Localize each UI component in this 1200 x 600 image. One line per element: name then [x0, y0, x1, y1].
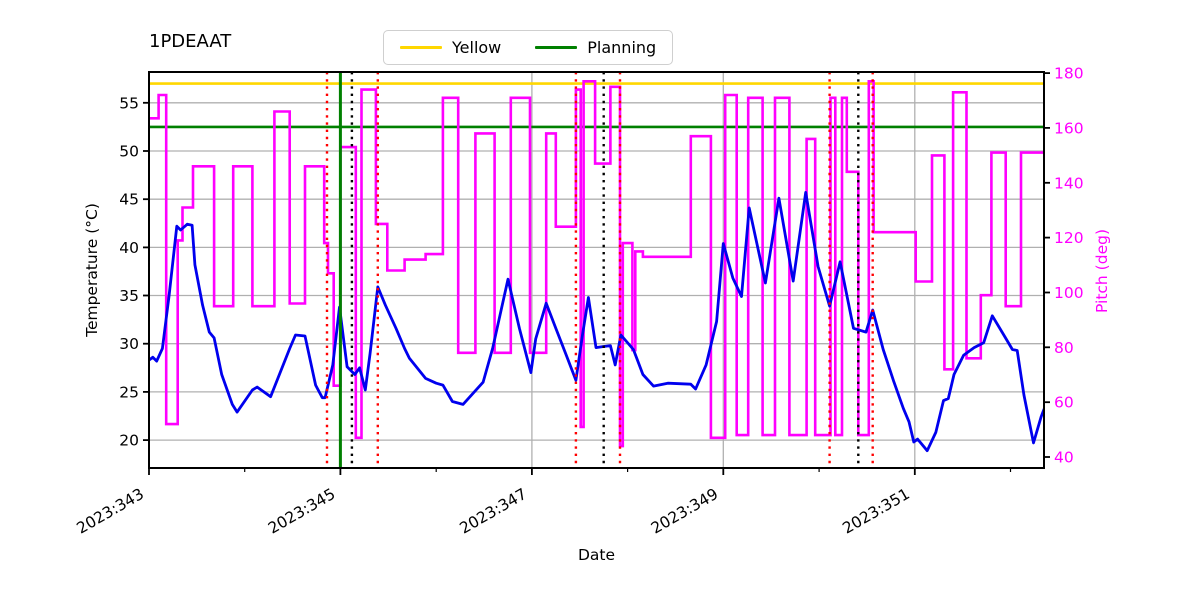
svg-text:30: 30: [119, 335, 139, 353]
legend-label-yellow: Yellow: [452, 38, 502, 57]
svg-text:40: 40: [1054, 449, 1074, 467]
svg-text:160: 160: [1054, 119, 1084, 137]
chart-title: 1PDEAAT: [149, 31, 232, 52]
legend: Yellow Planning: [383, 30, 674, 65]
svg-text:50: 50: [119, 143, 139, 161]
svg-text:2023:351: 2023:351: [839, 485, 912, 538]
svg-text:2023:347: 2023:347: [457, 485, 530, 538]
svg-text:120: 120: [1054, 229, 1084, 247]
spines: [148, 71, 1045, 469]
y-axis-left: 20 25 30 35 40 45 50 55 Temperature (°C): [83, 94, 149, 450]
svg-text:2023:349: 2023:349: [648, 485, 721, 538]
svg-text:2023:345: 2023:345: [265, 485, 338, 538]
limit-lines: [149, 82, 1044, 129]
legend-label-planning: Planning: [587, 38, 657, 57]
y-axis-right: 40 60 80 100 120 140 160 180 Pitch (deg): [1044, 65, 1111, 467]
event-lines: [325, 72, 874, 468]
svg-text:80: 80: [1054, 339, 1074, 357]
svg-text:Temperature (°C): Temperature (°C): [83, 203, 101, 338]
svg-text:Date: Date: [578, 546, 615, 564]
svg-text:140: 140: [1054, 174, 1084, 192]
legend-item-planning: Planning: [535, 38, 656, 57]
svg-text:60: 60: [1054, 394, 1074, 412]
legend-item-yellow: Yellow: [400, 38, 501, 57]
gridlines: [148, 72, 1044, 468]
yellow-line-swatch: [400, 45, 442, 50]
svg-text:55: 55: [119, 94, 139, 112]
x-axis: 2023:343 2023:345 2023:347 2023:349 2023:351…: [74, 468, 1012, 564]
svg-text:35: 35: [119, 287, 139, 305]
planning-line-swatch: [535, 45, 578, 50]
svg-text:40: 40: [119, 239, 139, 257]
svg-text:100: 100: [1054, 284, 1084, 302]
svg-text:25: 25: [119, 383, 139, 401]
svg-text:Pitch (deg): Pitch (deg): [1093, 229, 1111, 313]
svg-text:20: 20: [119, 432, 139, 450]
pitch-series: [149, 80, 1044, 448]
svg-text:180: 180: [1054, 65, 1084, 83]
temperature-series: [149, 191, 1044, 453]
svg-text:2023:343: 2023:343: [74, 485, 147, 538]
svg-text:45: 45: [119, 191, 139, 209]
